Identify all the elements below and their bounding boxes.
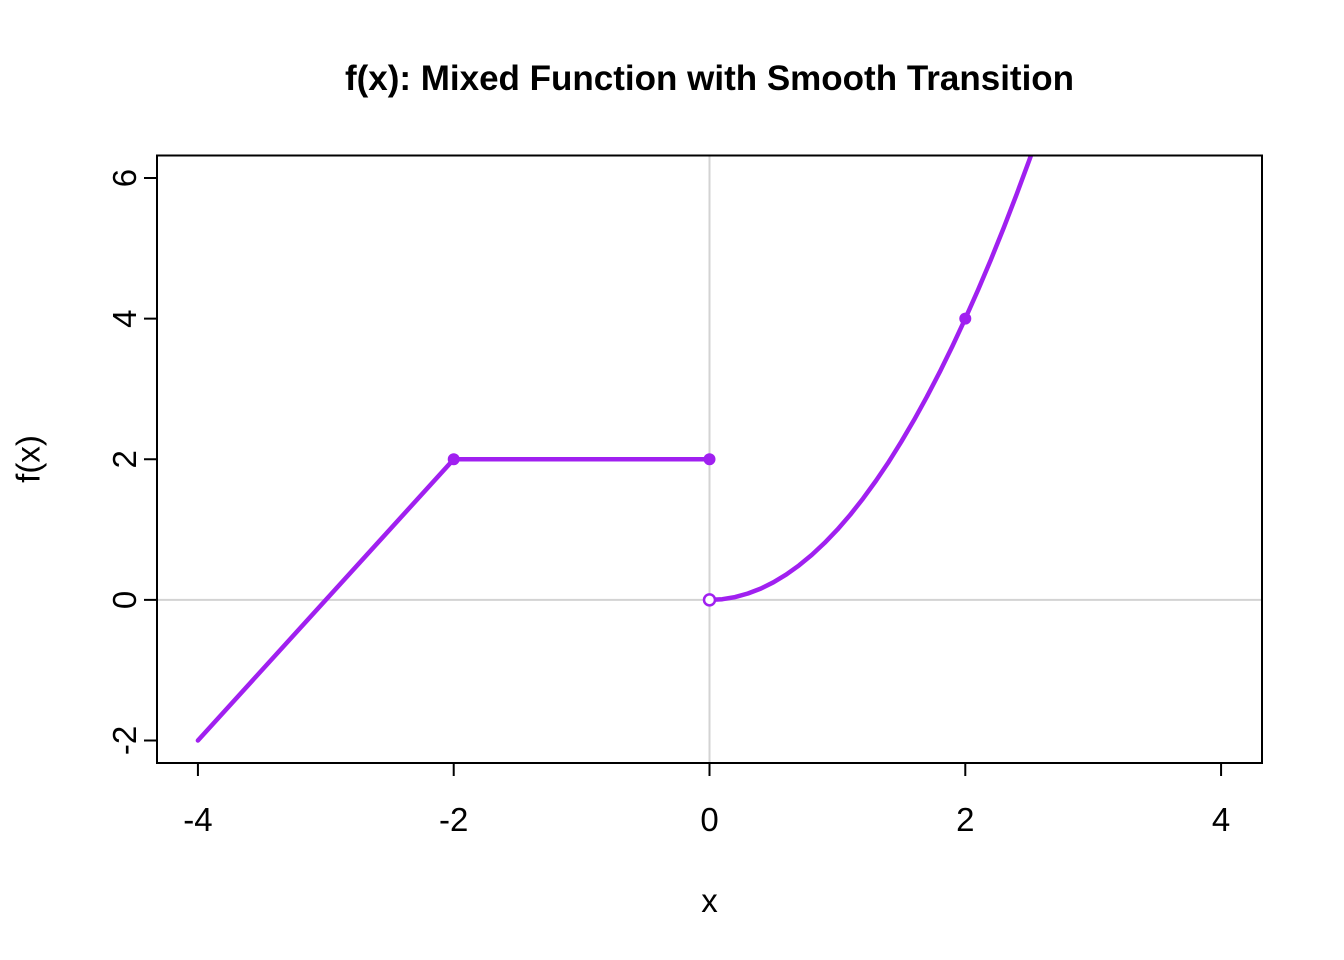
- chart-title: f(x): Mixed Function with Smooth Transit…: [344, 59, 1075, 98]
- y-tick-label: 6: [106, 169, 143, 187]
- data-point-filled: [447, 453, 460, 466]
- x-tick-label: 2: [956, 801, 974, 838]
- curve-segment-quadratic-piece: [709, 155, 1034, 603]
- y-tick-label: 4: [106, 309, 143, 327]
- x-tick-label: -4: [183, 801, 212, 838]
- x-tick-label: 0: [700, 801, 718, 838]
- curve-segment-linear-piece: [195, 457, 456, 743]
- data-point-filled: [959, 312, 972, 325]
- data-point-filled: [703, 453, 716, 466]
- y-tick-label: 0: [106, 591, 143, 609]
- y-axis-label: f(x): [9, 435, 47, 483]
- y-tick-label: 2: [106, 450, 143, 468]
- y-tick-label: -2: [106, 726, 143, 755]
- function-curve: [195, 155, 1034, 743]
- x-tick-label: 4: [1212, 801, 1230, 838]
- data-point-open: [702, 593, 717, 607]
- x-tick-label: -2: [439, 801, 468, 838]
- x-axis-label: x: [701, 882, 718, 919]
